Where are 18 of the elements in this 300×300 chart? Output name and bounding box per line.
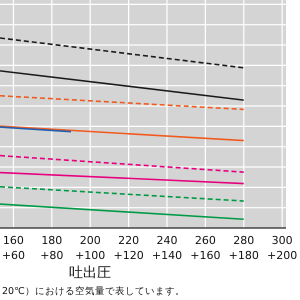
x-tick-label: 200 xyxy=(80,234,101,247)
x-tick-label: 160 xyxy=(2,234,24,247)
x2-tick-label: +120 xyxy=(113,249,144,262)
x-tick-label: 240 xyxy=(156,234,178,247)
x2-tick-label: +100 xyxy=(75,249,106,262)
x-tick-label: 180 xyxy=(41,234,62,247)
x-tick-label: 220 xyxy=(118,234,140,247)
x-tick-label: 260 xyxy=(194,234,216,247)
x2-tick-label: +180 xyxy=(228,249,259,262)
x2-tick-label: +160 xyxy=(190,249,220,262)
x2-tick-label: +60 xyxy=(2,249,26,262)
x2-tick-label: +140 xyxy=(152,249,182,262)
x-tick-label: 280 xyxy=(233,234,254,247)
text: 20℃）における空気量で表しています。 xyxy=(2,285,185,297)
x2-tick-label: +80 xyxy=(40,249,64,262)
x-axis-title: 吐出圧 xyxy=(69,265,112,281)
x-tick-label: 300 xyxy=(272,234,293,247)
x2-tick-label: +200 xyxy=(267,249,298,262)
